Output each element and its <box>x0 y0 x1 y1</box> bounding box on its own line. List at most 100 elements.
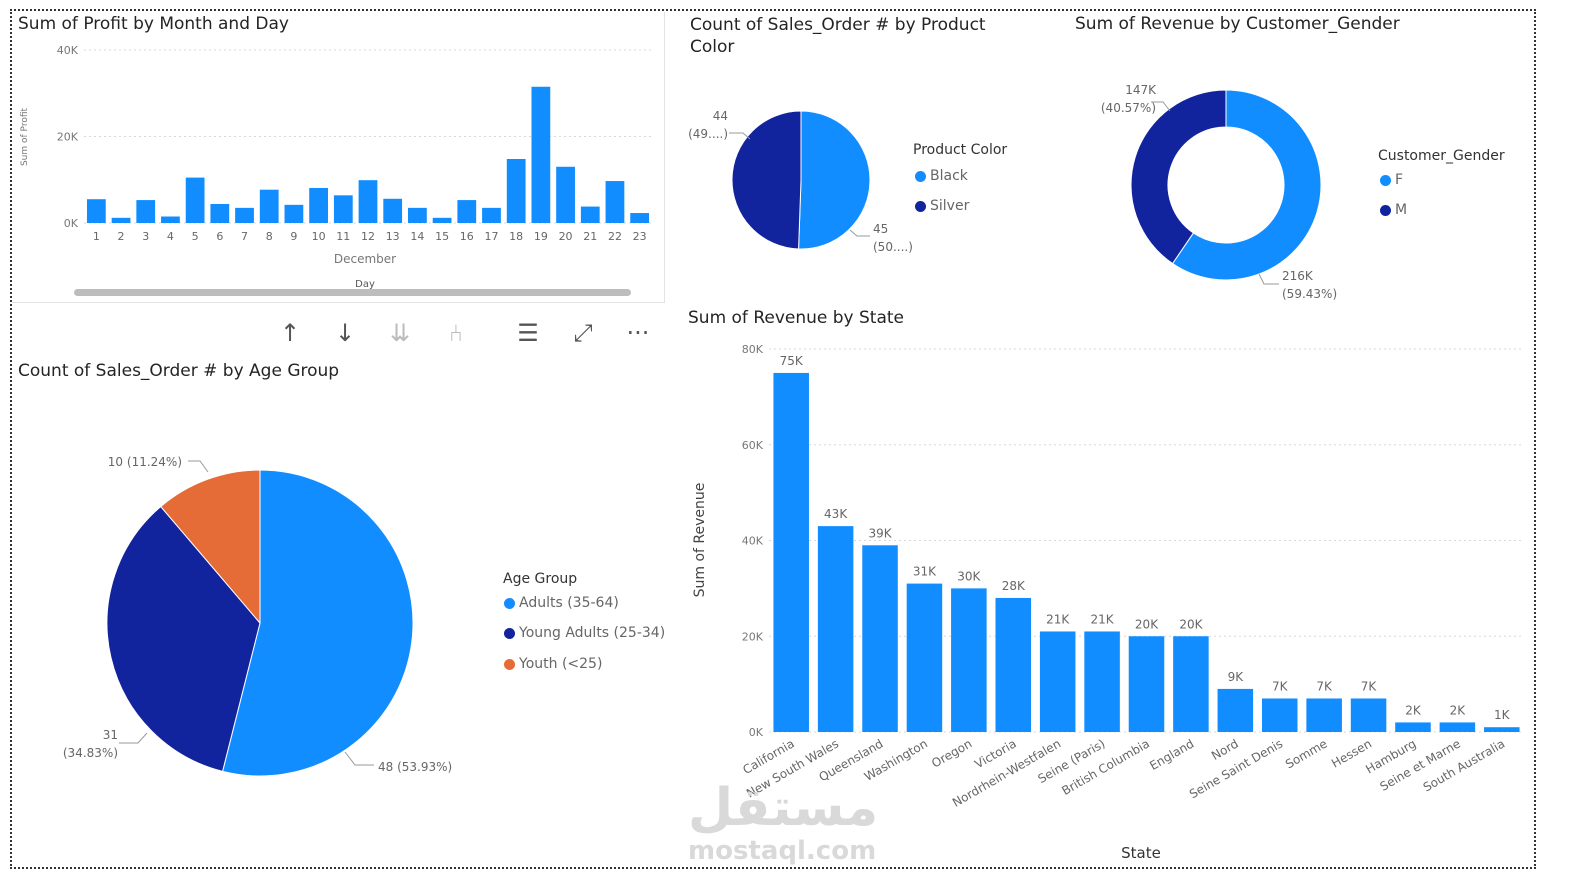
bar[interactable] <box>309 187 328 223</box>
bar[interactable] <box>185 177 205 223</box>
bar[interactable] <box>1484 727 1520 732</box>
leader-line <box>1258 273 1279 285</box>
x-tick-label: 4 <box>167 230 174 243</box>
data-label: 7K <box>1316 679 1333 693</box>
leader-line <box>849 229 870 237</box>
bar[interactable] <box>432 217 452 223</box>
bar[interactable] <box>1039 631 1076 732</box>
bar[interactable] <box>951 588 987 732</box>
pie-slice[interactable] <box>106 505 261 772</box>
x-axis-subtitle: Day <box>355 279 375 290</box>
bar[interactable] <box>111 217 131 223</box>
bar[interactable] <box>1261 698 1298 732</box>
bar[interactable] <box>556 166 575 223</box>
revenue-by-state-title: Sum of Revenue by State <box>688 308 905 328</box>
y-tick-label: 80K <box>742 343 764 356</box>
bar[interactable] <box>1173 636 1209 732</box>
customer-gender-visual[interactable]: Sum of Revenue by Customer_Gender 216K (5… <box>1065 12 1535 302</box>
bar[interactable] <box>506 158 526 223</box>
data-label: 2K <box>1405 703 1422 717</box>
legend-dot <box>504 597 515 609</box>
legend-item-young-adults[interactable]: Young Adults (25-34) <box>504 625 665 641</box>
bar[interactable] <box>259 189 279 223</box>
bar[interactable] <box>161 216 180 223</box>
legend-dot <box>504 658 515 670</box>
horizontal-scrollbar[interactable] <box>74 289 631 296</box>
pie-slice[interactable] <box>798 110 871 250</box>
x-tick-label: 14 <box>410 230 424 243</box>
legend-item-black[interactable]: Black <box>915 168 968 184</box>
pie-slice[interactable] <box>160 469 261 625</box>
x-axis-title: December <box>334 252 396 266</box>
legend-item-m[interactable]: M <box>1380 202 1407 218</box>
bar[interactable] <box>906 583 943 732</box>
drill-hierarchy-icon[interactable]: ⑃ <box>448 319 464 347</box>
x-tick-label: 10 <box>312 230 326 243</box>
data-label: 147K <box>1125 83 1157 97</box>
x-tick-label: Oregon <box>929 736 974 770</box>
bar[interactable] <box>235 207 254 223</box>
legend-item-youth[interactable]: Youth (<25) <box>504 656 602 672</box>
legend-label: Black <box>930 168 968 184</box>
sort-up-icon[interactable]: ↑ <box>279 319 301 347</box>
bar[interactable] <box>1128 636 1165 732</box>
leader-line <box>119 732 148 744</box>
pie-slice[interactable] <box>221 469 414 777</box>
x-tick-label: 23 <box>633 230 647 243</box>
profit-chart-title: Sum of Profit by Month and Day <box>18 14 289 34</box>
product-color-visual[interactable]: Count of Sales_Order # by Product Color … <box>680 12 1060 292</box>
bar[interactable] <box>630 213 650 223</box>
data-label: 45 <box>873 222 888 236</box>
bar[interactable] <box>531 86 551 223</box>
bar[interactable] <box>284 204 304 223</box>
focus-mode-icon[interactable]: ⤢ <box>573 319 593 347</box>
bar[interactable] <box>358 180 378 223</box>
pie-slice[interactable] <box>1130 89 1227 265</box>
bar[interactable] <box>1217 688 1254 732</box>
x-tick-label: 1 <box>93 230 100 243</box>
more-options-icon[interactable]: ··· <box>626 319 650 347</box>
legend-item-f[interactable]: F <box>1380 172 1403 188</box>
bar[interactable] <box>817 526 854 732</box>
age-group-visual[interactable]: Count of Sales_Order # by Age Group 48 (… <box>12 355 672 855</box>
data-label: 1K <box>1494 708 1511 722</box>
bar[interactable] <box>1306 698 1342 732</box>
bar[interactable] <box>1395 722 1431 732</box>
data-label: 44 <box>713 109 728 123</box>
legend-item-adults[interactable]: Adults (35-64) <box>504 595 619 611</box>
x-tick-label: 2 <box>118 230 125 243</box>
profit-chart-visual[interactable]: Sum of Profit by Month and Day 0K 20K 40K 1… <box>12 12 665 303</box>
bar[interactable] <box>1439 722 1476 732</box>
data-label: 21K <box>1091 612 1115 626</box>
bar[interactable] <box>1350 698 1387 732</box>
legend-dot <box>1380 174 1391 186</box>
bar[interactable] <box>605 181 625 223</box>
y-tick-label: 0K <box>64 217 79 230</box>
bar[interactable] <box>86 199 106 223</box>
sort-down-icon[interactable]: ↓ <box>334 319 356 347</box>
bar[interactable] <box>1084 631 1120 732</box>
bar[interactable] <box>773 372 809 732</box>
bar[interactable] <box>995 597 1032 732</box>
bar[interactable] <box>210 203 230 223</box>
bar[interactable] <box>136 200 156 223</box>
filter-icon[interactable]: ☰ <box>517 319 539 347</box>
bar[interactable] <box>457 200 477 223</box>
y-tick-label: 20K <box>742 630 764 643</box>
pie-slice[interactable] <box>731 110 802 250</box>
bar[interactable] <box>862 545 898 732</box>
legend-item-silver[interactable]: Silver <box>915 198 969 214</box>
legend-label: M <box>1395 202 1408 218</box>
bar[interactable] <box>333 195 353 223</box>
x-axis-title: State <box>1121 844 1161 862</box>
x-tick-label: 7 <box>241 230 248 243</box>
revenue-by-state-visual[interactable]: Sum of Revenue by State 0K 20K 40K 60K 80K Ca… <box>680 300 1535 868</box>
bar[interactable] <box>408 207 427 223</box>
bar[interactable] <box>580 206 600 223</box>
legend-label: Young Adults (25-34) <box>519 625 666 641</box>
bar[interactable] <box>383 198 403 223</box>
expand-all-down-icon[interactable]: ⇊ <box>389 319 411 347</box>
data-label: 9K <box>1228 670 1245 684</box>
bar[interactable] <box>482 207 501 223</box>
pie-slice[interactable] <box>1171 89 1322 281</box>
